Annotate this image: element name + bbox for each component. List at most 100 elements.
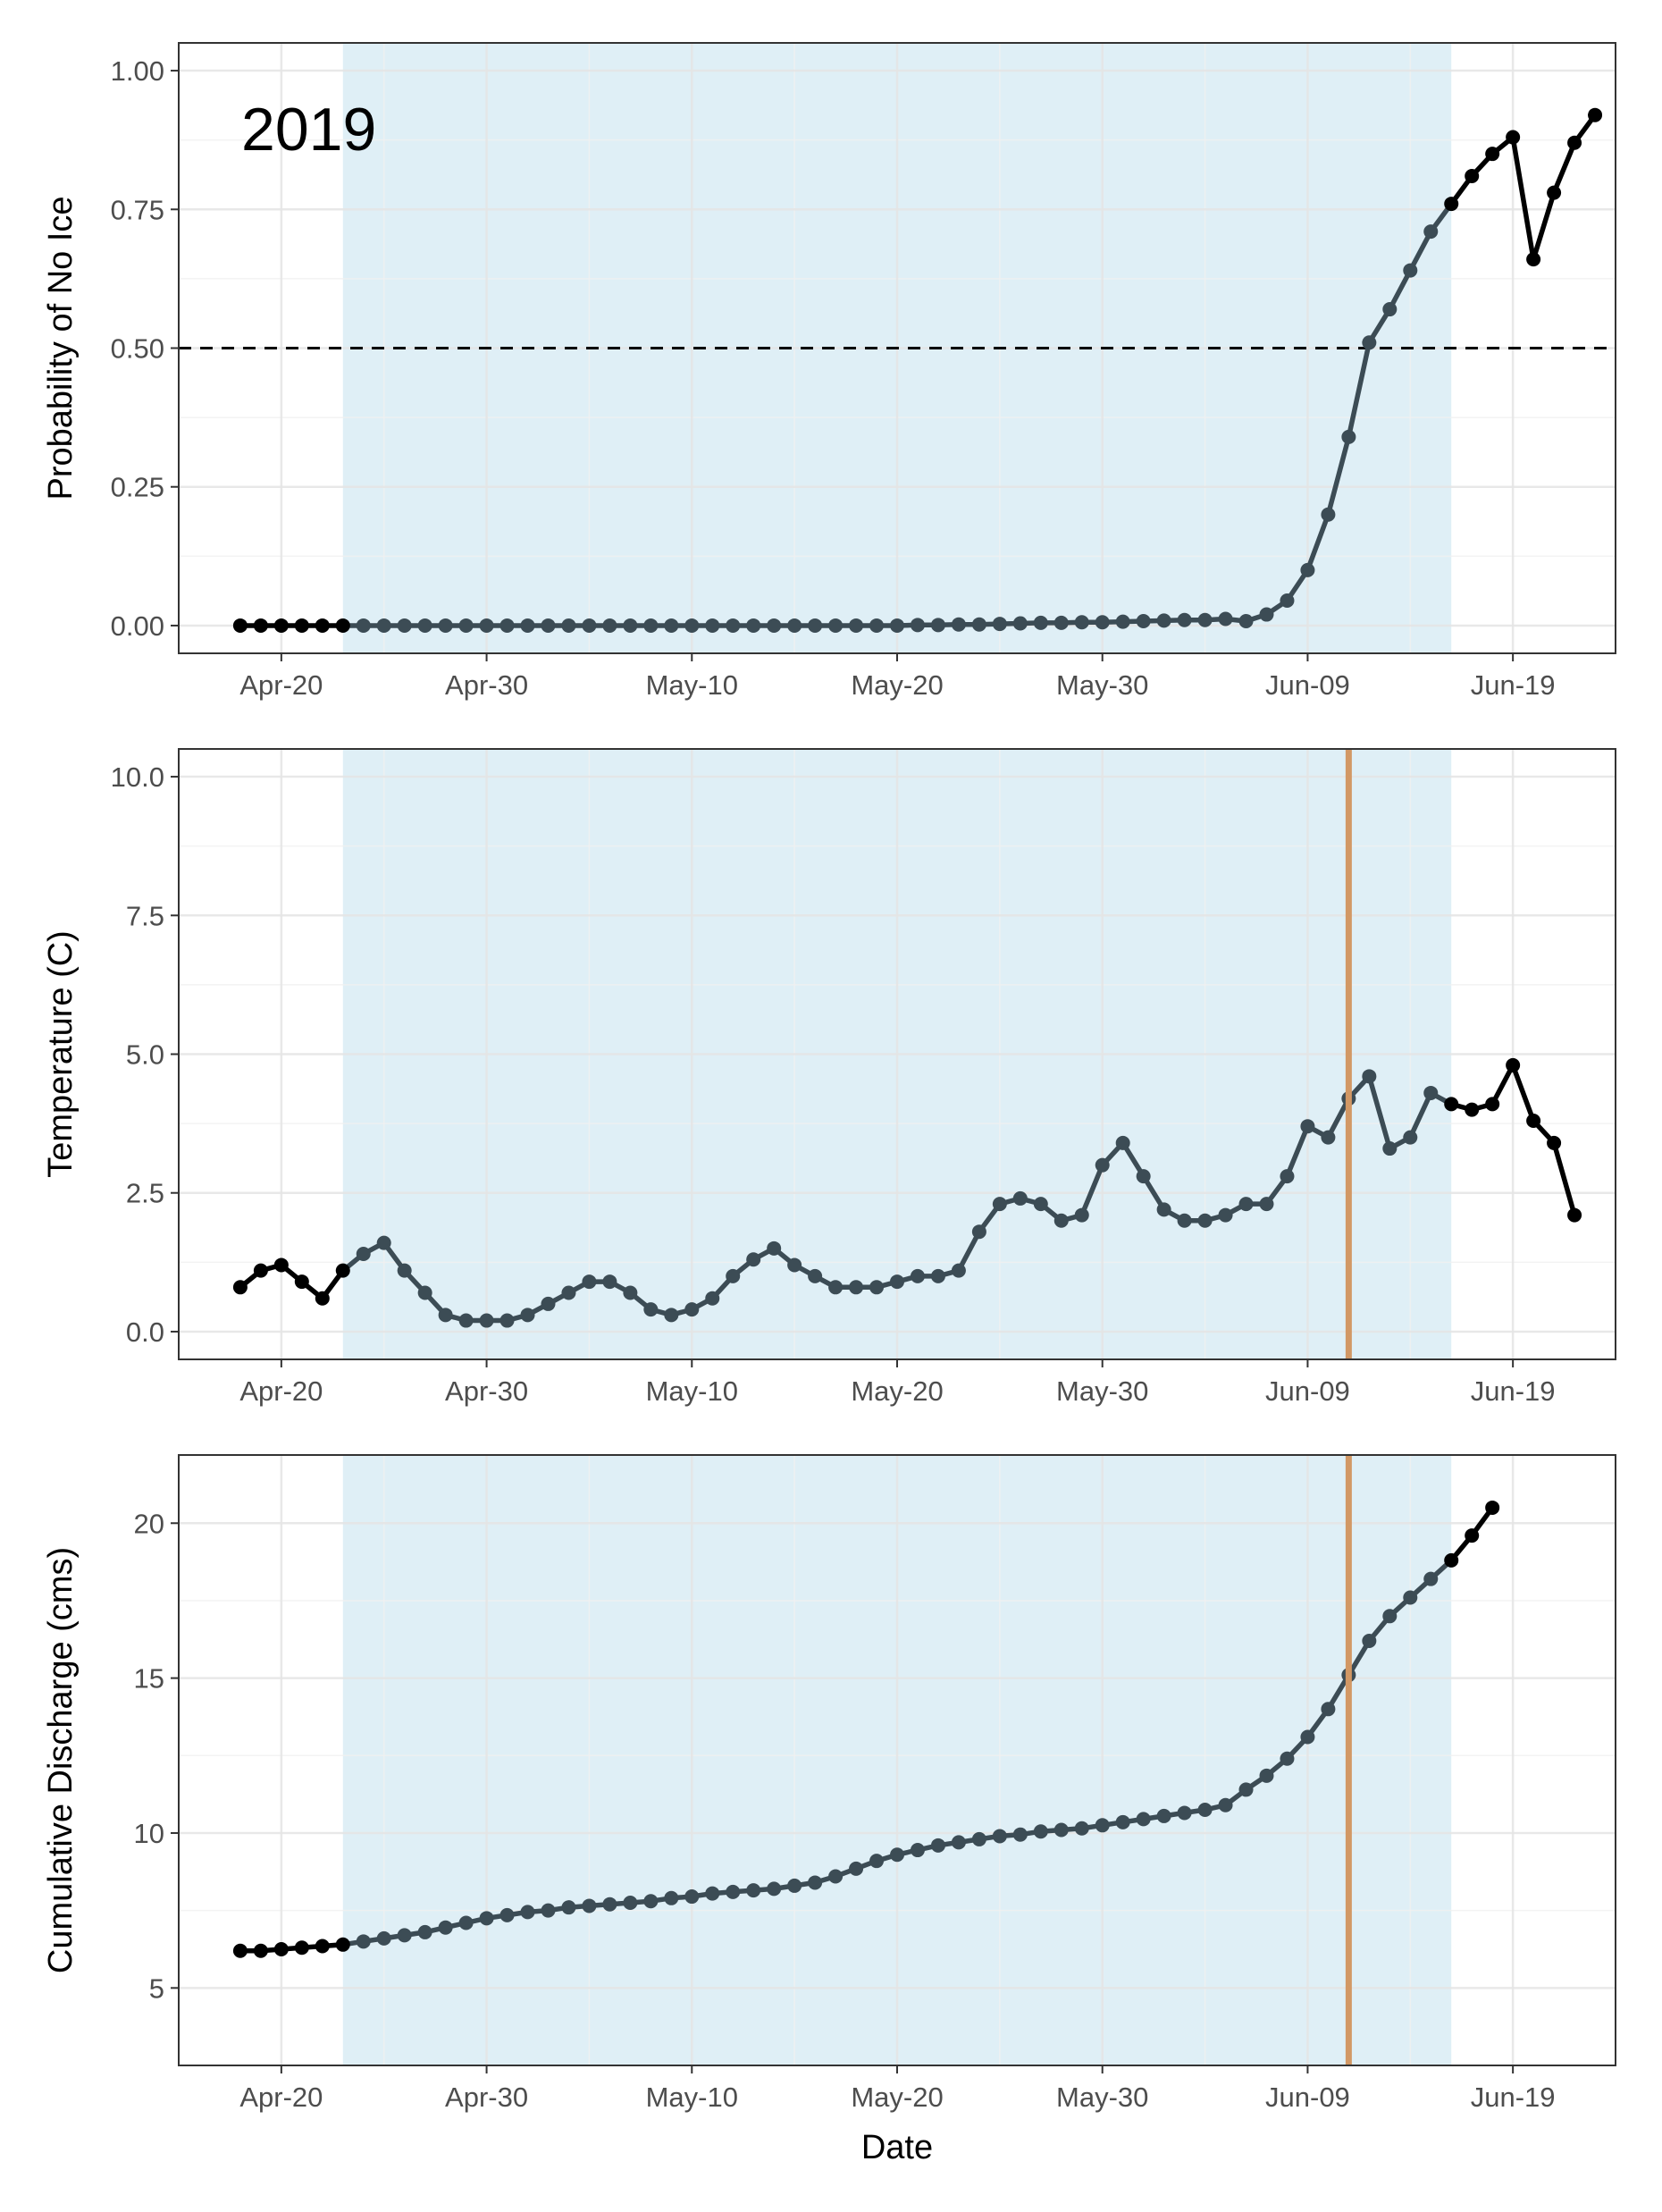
panel-temperature: 0.0 2.5 5.0 7.5 10.0 Apr-20 Apr-30 May-10 May-20… [42, 748, 1616, 1407]
discharge-data-point [992, 1829, 1007, 1844]
temperature-data-point [787, 1257, 802, 1273]
temperature-data-point [705, 1291, 720, 1306]
discharge-x-tick-label: Apr-30 [445, 2082, 528, 2113]
discharge-data-point [684, 1889, 700, 1905]
discharge-y-tick-label: 15 [134, 1663, 164, 1695]
discharge-data-point [746, 1883, 761, 1898]
temperature-data-point [1115, 1135, 1130, 1150]
probability-data-point [869, 618, 885, 633]
temperature-data-point [684, 1302, 700, 1317]
discharge-data-point [787, 1878, 802, 1893]
discharge-data-point [315, 1939, 330, 1954]
temperature-data-point [520, 1308, 535, 1323]
discharge-data-point [294, 1940, 309, 1955]
discharge-data-point [1136, 1812, 1151, 1827]
discharge-data-point [458, 1915, 474, 1930]
probability-data-point [684, 618, 700, 633]
probability-data-point [910, 618, 925, 633]
temperature-data-point [1547, 1135, 1562, 1150]
temperature-data-point [1033, 1197, 1048, 1212]
probability-data-point [1362, 335, 1377, 350]
discharge-data-point [726, 1884, 741, 1899]
discharge-data-point [1362, 1634, 1377, 1649]
temperature-data-point [992, 1197, 1007, 1212]
discharge-data-point [582, 1898, 597, 1913]
probability-data-point [1259, 607, 1274, 622]
temperature-data-point [1259, 1197, 1274, 1212]
temperature-data-point [1444, 1097, 1459, 1112]
discharge-data-point [273, 1941, 289, 1956]
probability-data-point [1115, 614, 1130, 629]
discharge-data-point [869, 1854, 885, 1869]
probability-data-point [499, 618, 515, 633]
temperature-data-point [1280, 1169, 1295, 1184]
temperature-data-point [582, 1274, 597, 1290]
discharge-data-point [623, 1895, 638, 1910]
temperature-y-tick-label: 2.5 [126, 1178, 164, 1209]
discharge-y-axis-title: Cumulative Discharge (cms) [42, 1547, 80, 1973]
probability-data-point [992, 617, 1007, 632]
panel-probability-no-ice: 0.00 0.25 0.50 0.75 1.00 Apr-20 Apr-30 May-10 Ma… [42, 42, 1616, 701]
discharge-data-point [1382, 1609, 1398, 1624]
temperature-data-point [1423, 1085, 1439, 1100]
discharge-data-point [930, 1838, 945, 1853]
temperature-data-point [232, 1280, 248, 1295]
probability-data-point [1197, 612, 1213, 627]
probability-data-point [971, 617, 986, 632]
probability-y-tick-label: 0.00 [111, 610, 164, 642]
discharge-x-tick-label: Apr-20 [239, 2082, 323, 2113]
probability-data-point [930, 618, 945, 633]
discharge-data-point [705, 1886, 720, 1901]
probability-data-point [356, 618, 371, 633]
probability-x-tick-label: May-10 [646, 669, 738, 701]
temperature-data-point [808, 1268, 823, 1283]
temperature-data-point [1053, 1213, 1069, 1228]
probability-data-point [1053, 615, 1069, 630]
temperature-data-point [479, 1313, 494, 1328]
probability-data-point [1238, 613, 1254, 628]
discharge-data-point [1300, 1729, 1315, 1745]
probability-data-point [1280, 593, 1295, 609]
temperature-data-point [1074, 1207, 1089, 1223]
probability-x-tick-label: Apr-30 [445, 669, 528, 701]
temperature-y-axis-title: Temperature (C) [42, 930, 80, 1178]
probability-data-point [1156, 613, 1171, 628]
discharge-data-point [1444, 1552, 1459, 1568]
discharge-x-tick-label: May-30 [1056, 2082, 1148, 2113]
temperature-data-point [1095, 1157, 1110, 1173]
probability-data-point [726, 618, 741, 633]
temperature-data-point [273, 1257, 289, 1273]
probability-data-point [1074, 615, 1089, 630]
probability-data-point [1547, 185, 1562, 200]
probability-data-point [1218, 611, 1233, 627]
temperature-data-point [356, 1247, 371, 1262]
probability-data-point [294, 618, 309, 633]
temperature-x-tick-label: Apr-30 [445, 1375, 528, 1407]
temperature-data-point [335, 1263, 350, 1278]
discharge-data-point [971, 1831, 986, 1846]
discharge-data-point [541, 1903, 556, 1918]
discharge-data-point [664, 1890, 679, 1905]
temperature-data-point [1218, 1207, 1233, 1223]
temperature-data-point [951, 1263, 966, 1278]
discharge-data-point [951, 1835, 966, 1850]
probability-data-point [232, 618, 248, 633]
temperature-data-point [294, 1274, 309, 1290]
temperature-data-point [930, 1268, 945, 1283]
discharge-data-point [1156, 1808, 1171, 1823]
temperature-x-tick-label: Jun-19 [1471, 1375, 1556, 1407]
temperature-data-point [664, 1308, 679, 1323]
discharge-data-point [335, 1937, 350, 1952]
discharge-data-point [1177, 1805, 1192, 1821]
discharge-data-point [1074, 1821, 1089, 1836]
probability-data-point [1444, 197, 1459, 212]
discharge-data-point [1465, 1528, 1480, 1543]
temperature-data-point [1506, 1057, 1521, 1072]
discharge-data-point [1280, 1751, 1295, 1766]
discharge-x-tick-label: Jun-19 [1471, 2082, 1556, 2113]
temperature-data-point [869, 1280, 885, 1295]
temperature-data-point [971, 1224, 986, 1240]
probability-data-point [1465, 169, 1480, 184]
probability-data-point [561, 618, 576, 633]
temperature-data-point [1362, 1069, 1377, 1084]
